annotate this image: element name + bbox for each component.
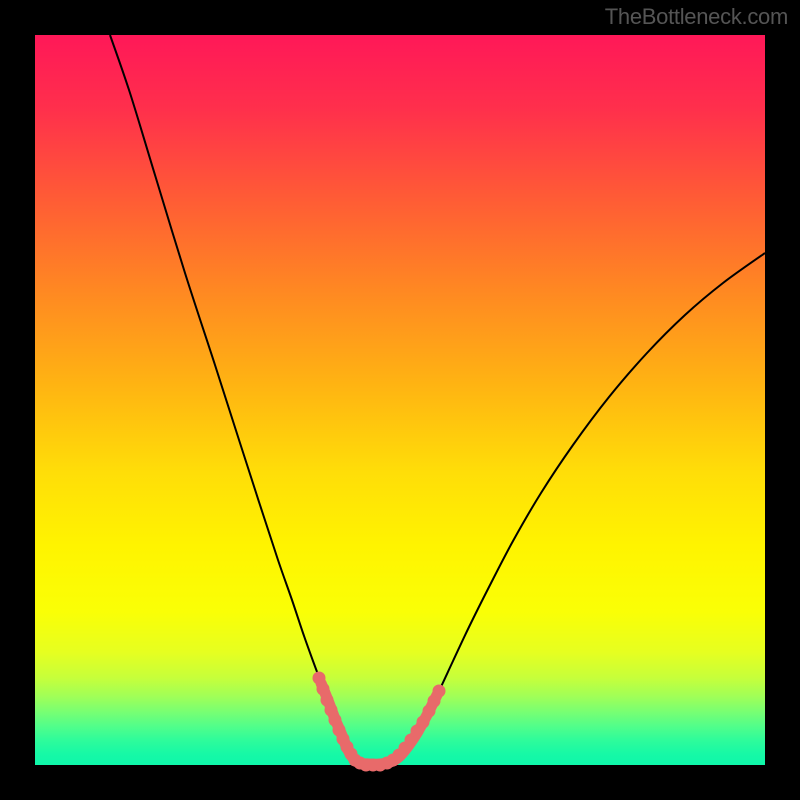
highlight-dots	[313, 672, 446, 772]
highlight-dot	[417, 716, 430, 729]
watermark-text: TheBottleneck.com	[605, 4, 788, 30]
bottleneck-curve	[110, 35, 765, 764]
highlight-dot	[433, 685, 446, 698]
plot-area	[35, 35, 765, 765]
curve-layer	[35, 35, 765, 765]
